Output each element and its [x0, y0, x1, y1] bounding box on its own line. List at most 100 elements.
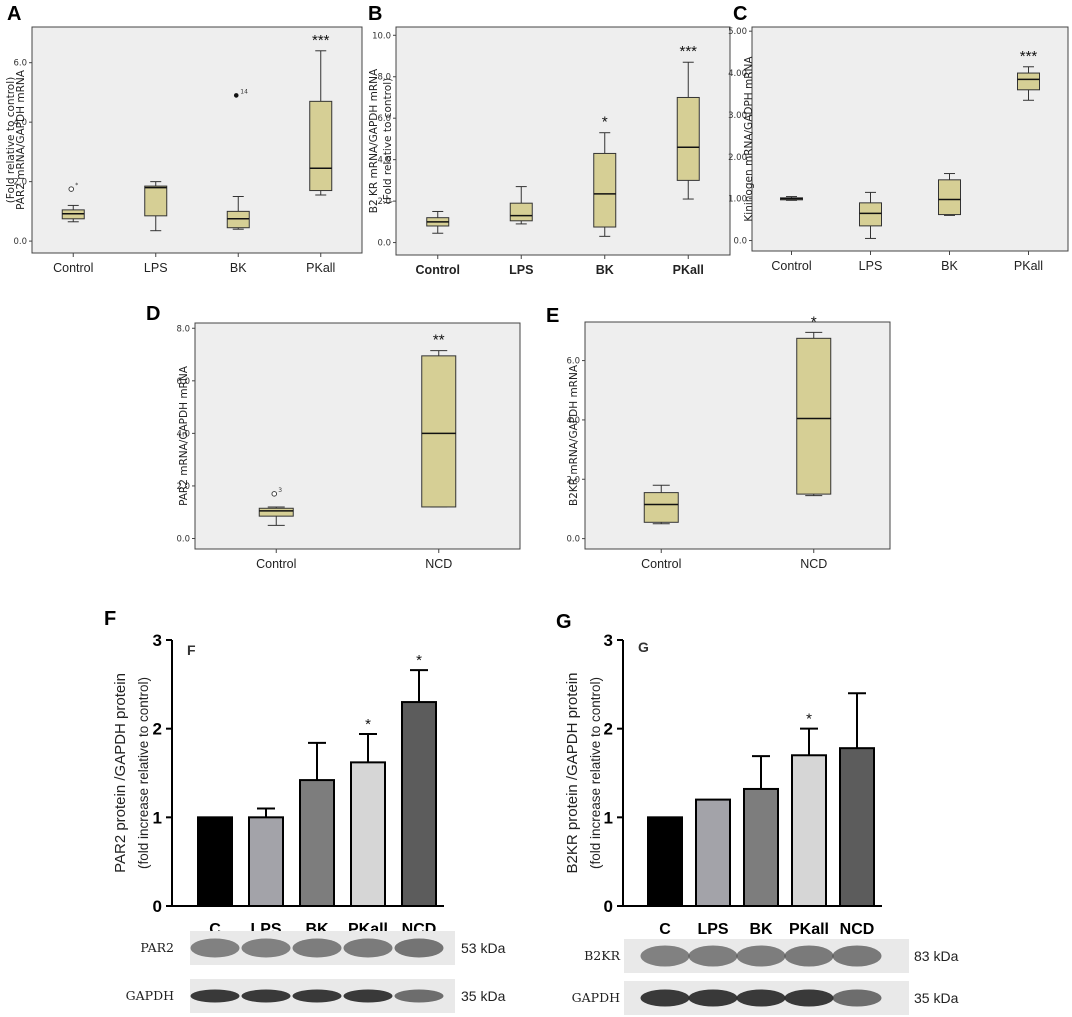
box-chart-e: 0.0 2.0 4.0 6.0 Control NCD * B2KR mRNA/GAPDH m…	[566, 313, 891, 571]
box-chart-d: 0.0 2.0 4.0 6.0 8.0 Control 3 NCD ** PAR2 mRNA/GA…	[176, 322, 521, 571]
significance-marker: ***	[1020, 48, 1038, 65]
significance-marker: ***	[679, 43, 697, 60]
blot-band	[784, 989, 834, 1007]
box-chart-b: 0.0 2.0 4.0 6.0 8.0 10.0 Control LPS BK * PKall ***…	[368, 26, 731, 277]
x-category-label: LPS	[697, 921, 728, 938]
panel-letter-f: F	[104, 608, 116, 630]
y-tick-label: 1	[604, 808, 613, 827]
bar-chart-g: 0 1 2 3 G C LPS BK * PKall NCD B2KR protein /GAPDH …	[564, 631, 959, 1015]
blot-band	[640, 945, 690, 967]
x-category-label: BK	[596, 263, 614, 277]
x-category-label: Control	[53, 261, 93, 275]
blot-band	[736, 989, 786, 1007]
y-tick-label: 2	[604, 720, 613, 739]
significance-marker: **	[433, 332, 445, 349]
y-tick-label: 6.0	[377, 114, 391, 124]
significance-marker: *	[602, 114, 608, 131]
y-tick-label: 4.0	[176, 429, 190, 439]
blot-band	[832, 989, 882, 1007]
box-iqr	[593, 152, 617, 228]
panel-letter-d: D	[146, 303, 160, 325]
y-axis-title: (Fold relative to control)	[5, 77, 17, 203]
x-category-label: LPS	[859, 259, 883, 273]
bar	[197, 816, 233, 907]
y-tick-label: 1.00	[728, 195, 747, 205]
y-tick-label: 4.0	[377, 156, 391, 166]
bar	[839, 747, 875, 907]
significance-marker: *	[806, 711, 812, 728]
significance-marker: *	[811, 313, 817, 330]
blot-row-label: GAPDH	[126, 988, 174, 1003]
y-tick-label: 1	[153, 808, 162, 827]
plot-area	[194, 322, 521, 550]
bar	[743, 787, 779, 908]
y-tick-label: 0.0	[566, 535, 580, 545]
x-category-label: BK	[230, 261, 247, 275]
box-iqr	[643, 492, 679, 523]
y-axis-title: (fold increase relative to control)	[588, 677, 603, 869]
y-tick-label: 2	[153, 720, 162, 739]
outlier-label: 14	[240, 88, 248, 95]
y-tick-label: 0.0	[377, 239, 391, 249]
inner-panel-label: G	[638, 639, 649, 655]
y-axis-title: (Fold relative to control)	[382, 78, 394, 204]
y-tick-label: 0.0	[176, 534, 190, 544]
x-category-label: PKall	[306, 261, 335, 275]
x-category-label: Control	[416, 263, 460, 277]
x-category-label: LPS	[144, 261, 168, 275]
blot-band	[784, 945, 834, 967]
blot-band	[241, 938, 291, 958]
box-iqr	[144, 185, 168, 217]
bar	[299, 779, 335, 907]
x-category-label: NCD	[800, 557, 827, 571]
y-tick-label: 5.00	[728, 27, 747, 37]
blot-band	[292, 938, 342, 958]
panel-letter-c: C	[733, 3, 747, 25]
box-iqr	[509, 202, 533, 222]
y-tick-label: 4.0	[566, 416, 580, 426]
panel-letter-g: G	[556, 611, 572, 633]
y-tick-label: 2.00	[728, 153, 747, 163]
box-iqr	[309, 100, 333, 192]
y-tick-label: 3	[604, 631, 613, 650]
y-tick-label: 4.00	[728, 69, 747, 79]
plot-area	[584, 321, 891, 550]
y-axis-title: PAR2 protein /GAPDH protein	[112, 673, 129, 873]
x-category-label: Control	[771, 259, 811, 273]
y-tick-label: 6.0	[176, 377, 190, 387]
x-category-label: NCD	[840, 921, 875, 938]
y-tick-label: 6.0	[566, 357, 580, 367]
box-iqr	[1017, 72, 1040, 91]
x-category-label: C	[659, 921, 671, 938]
box-iqr	[258, 507, 294, 517]
blot-band	[688, 989, 738, 1007]
outlier-point	[271, 491, 278, 497]
panel-letter-b: B	[368, 3, 382, 25]
panel-letter-a: A	[7, 3, 21, 25]
y-tick-label: 8.0	[377, 73, 391, 83]
x-category-label: PKall	[673, 263, 704, 277]
bar	[248, 816, 284, 907]
panel-letter-e: E	[546, 305, 559, 327]
significance-marker: ***	[312, 32, 330, 49]
x-category-label: Control	[641, 557, 681, 571]
blot-row-label: B2KR	[584, 948, 620, 963]
y-tick-label: 3	[153, 631, 162, 650]
plot-area	[395, 26, 731, 256]
x-category-label: NCD	[425, 557, 452, 571]
box-iqr	[676, 96, 700, 181]
inner-panel-label: F	[187, 642, 196, 658]
blot-band	[394, 989, 444, 1003]
blot-molecular-weight: 35 kDa	[461, 988, 506, 1004]
x-category-label: BK	[941, 259, 958, 273]
outlier-label: 3	[278, 487, 282, 494]
blot-band	[736, 945, 786, 967]
blot-band	[190, 989, 240, 1003]
y-axis-title: B2KR protein /GAPDH protein	[564, 673, 581, 874]
y-axis-title: PAR2 mRNA/GAPDH mRNA	[178, 365, 190, 506]
y-tick-label: 2.0	[377, 197, 391, 207]
outlier-label: *	[75, 182, 78, 189]
y-axis-title: Kininogen mRNA/GADPH mRNA	[743, 56, 755, 222]
